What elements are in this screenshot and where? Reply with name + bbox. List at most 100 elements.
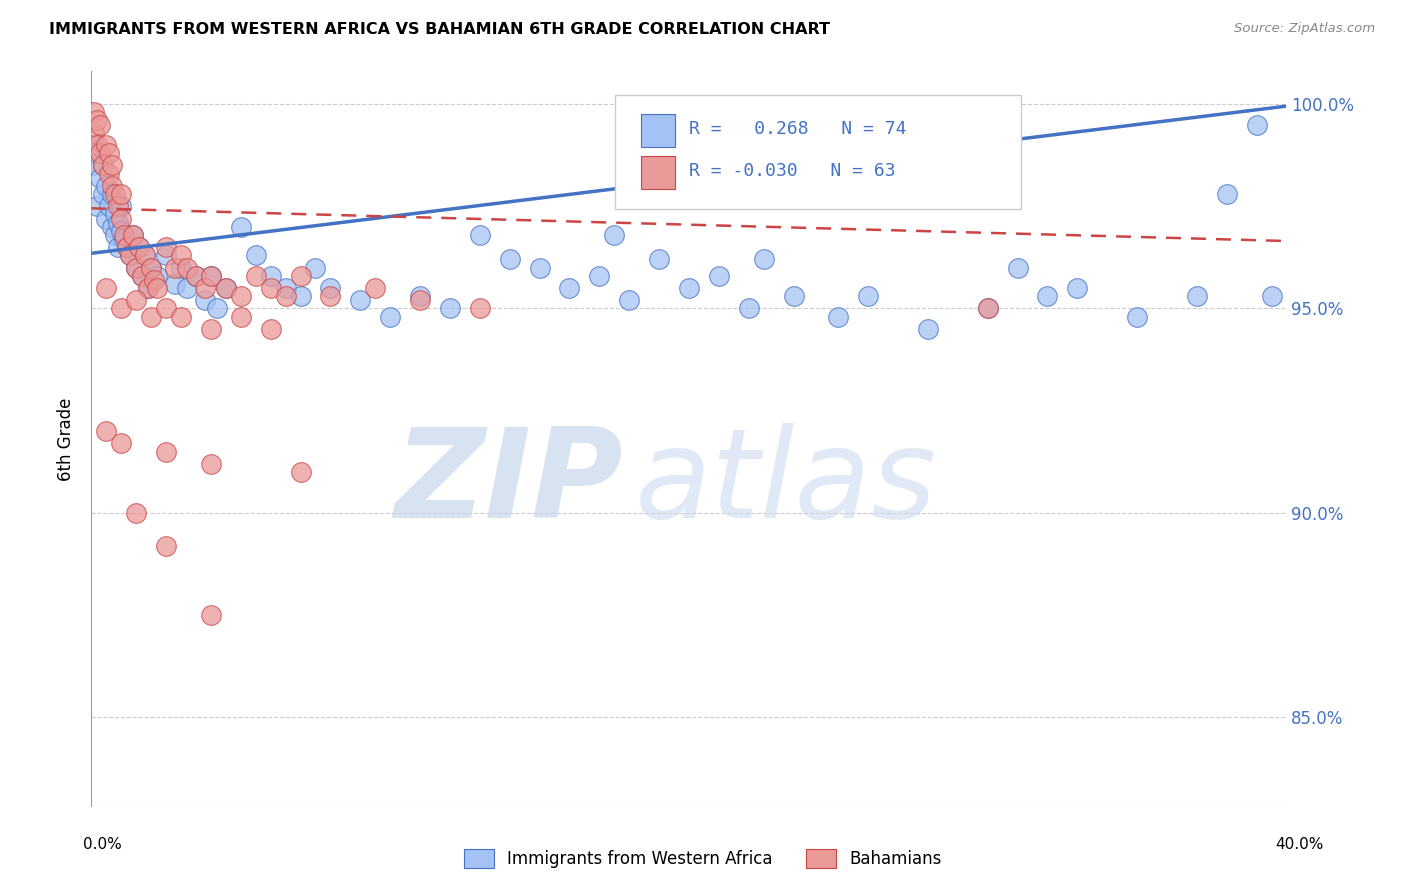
Point: [155, 444, 177, 458]
Bar: [641, 155, 675, 189]
Point: [163, 277, 186, 291]
Point: [1246, 118, 1268, 132]
Point: [155, 240, 177, 254]
Point: [439, 301, 461, 316]
Legend: Immigrants from Western Africa, Bahamians: Immigrants from Western Africa, Bahamian…: [456, 840, 950, 877]
Point: [83, 137, 105, 152]
Point: [170, 310, 193, 324]
Point: [131, 268, 153, 283]
Text: R =   0.268   N = 74: R = 0.268 N = 74: [689, 120, 907, 137]
Point: [89, 146, 111, 161]
Point: [170, 260, 193, 275]
Point: [215, 281, 238, 295]
Point: [200, 322, 222, 336]
Point: [155, 301, 177, 316]
Point: [304, 260, 326, 275]
Point: [200, 268, 222, 283]
Point: [678, 281, 700, 295]
Text: Source: ZipAtlas.com: Source: ZipAtlas.com: [1234, 22, 1375, 36]
Point: [917, 322, 939, 336]
Point: [122, 227, 145, 242]
Point: [98, 146, 121, 161]
Point: [112, 232, 135, 246]
Point: [110, 224, 132, 238]
Text: R = -0.030   N = 63: R = -0.030 N = 63: [689, 161, 896, 179]
Point: [229, 219, 252, 234]
Bar: [641, 113, 675, 147]
Point: [125, 260, 148, 275]
FancyBboxPatch shape: [614, 95, 1021, 209]
Point: [122, 227, 145, 242]
Point: [782, 289, 804, 303]
Point: [200, 268, 222, 283]
Point: [245, 248, 267, 262]
Point: [141, 310, 163, 324]
Point: [83, 126, 105, 140]
Point: [146, 268, 169, 283]
Point: [588, 268, 610, 283]
Point: [194, 293, 217, 308]
Point: [290, 289, 312, 303]
Point: [115, 240, 138, 254]
Point: [229, 289, 252, 303]
Point: [215, 281, 238, 295]
Point: [274, 289, 297, 303]
Point: [170, 248, 193, 262]
Point: [93, 158, 115, 172]
Point: [1066, 281, 1088, 295]
Y-axis label: 6th Grade: 6th Grade: [58, 398, 76, 481]
Point: [96, 211, 118, 226]
Point: [86, 137, 108, 152]
Point: [101, 158, 124, 172]
Point: [1007, 260, 1029, 275]
Point: [86, 199, 108, 213]
Point: [603, 227, 626, 242]
Point: [101, 187, 124, 202]
Text: IMMIGRANTS FROM WESTERN AFRICA VS BAHAMIAN 6TH GRADE CORRELATION CHART: IMMIGRANTS FROM WESTERN AFRICA VS BAHAMI…: [49, 22, 830, 37]
Point: [110, 187, 132, 202]
Point: [104, 187, 127, 202]
Text: ZIP: ZIP: [395, 423, 623, 544]
Point: [858, 289, 880, 303]
Point: [752, 252, 775, 267]
Point: [86, 146, 108, 161]
Point: [274, 281, 297, 295]
Point: [115, 240, 138, 254]
Point: [146, 281, 169, 295]
Point: [107, 216, 129, 230]
Point: [101, 178, 124, 193]
Point: [141, 260, 163, 275]
Point: [107, 199, 129, 213]
Point: [155, 248, 177, 262]
Point: [976, 301, 998, 316]
Point: [131, 268, 153, 283]
Point: [98, 167, 121, 181]
Point: [155, 539, 177, 553]
Point: [290, 268, 312, 283]
Point: [93, 158, 115, 172]
Point: [364, 281, 387, 295]
Point: [319, 281, 342, 295]
Point: [184, 268, 207, 283]
Point: [104, 227, 127, 242]
Text: atlas: atlas: [636, 423, 938, 544]
Point: [499, 252, 522, 267]
Point: [110, 211, 132, 226]
Point: [349, 293, 371, 308]
Point: [205, 301, 228, 316]
Point: [134, 248, 156, 262]
Point: [1216, 187, 1239, 202]
Point: [1126, 310, 1149, 324]
Point: [125, 260, 148, 275]
Point: [290, 465, 312, 479]
Point: [136, 281, 159, 295]
Point: [110, 301, 132, 316]
Point: [200, 457, 222, 471]
Point: [104, 207, 127, 221]
Point: [176, 281, 198, 295]
Point: [648, 252, 671, 267]
Point: [89, 170, 111, 185]
Point: [259, 281, 281, 295]
Text: 0.0%: 0.0%: [83, 838, 122, 852]
Point: [112, 227, 135, 242]
